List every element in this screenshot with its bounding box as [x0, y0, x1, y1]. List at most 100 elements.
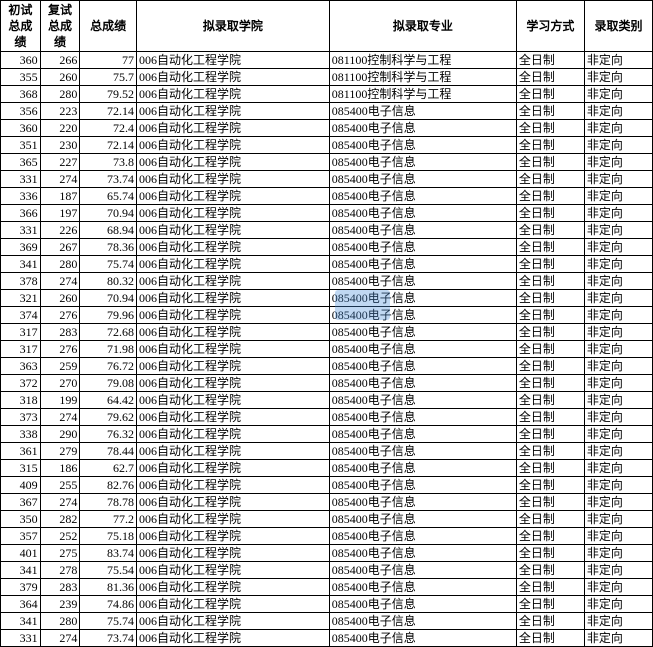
cell-retest-score: 197	[40, 205, 80, 222]
table-row: 32126070.94006自动化工程学院085400电子信息全日制非定向	[1, 290, 653, 307]
cell-total-score: 76.32	[80, 426, 137, 443]
cell-retest-score: 274	[40, 409, 80, 426]
cell-retest-score: 239	[40, 596, 80, 613]
cell-retest-score: 290	[40, 426, 80, 443]
cell-admit-type: 非定向	[584, 562, 652, 579]
cell-study-mode: 全日制	[516, 630, 584, 647]
cell-initial-score: 336	[1, 188, 41, 205]
table-header: 初试总成绩 复试总成绩 总成绩 拟录取学院 拟录取专业 学习方式 录取类别	[1, 1, 653, 52]
table-row: 31518662.7006自动化工程学院085400电子信息全日制非定向	[1, 460, 653, 477]
cell-major: 085400电子信息	[329, 409, 516, 426]
cell-retest-score: 274	[40, 171, 80, 188]
cell-total-score: 73.74	[80, 630, 137, 647]
cell-college: 006自动化工程学院	[137, 205, 330, 222]
table-row: 36423974.86006自动化工程学院085400电子信息全日制非定向	[1, 596, 653, 613]
cell-retest-score: 274	[40, 273, 80, 290]
cell-admit-type: 非定向	[584, 579, 652, 596]
cell-college: 006自动化工程学院	[137, 630, 330, 647]
cell-study-mode: 全日制	[516, 494, 584, 511]
cell-college: 006自动化工程学院	[137, 137, 330, 154]
cell-retest-score: 278	[40, 562, 80, 579]
header-study-mode: 学习方式	[516, 1, 584, 52]
cell-major: 085400电子信息	[329, 188, 516, 205]
table-row: 35028277.2006自动化工程学院085400电子信息全日制非定向	[1, 511, 653, 528]
cell-retest-score: 255	[40, 477, 80, 494]
cell-retest-score: 260	[40, 69, 80, 86]
table-row: 31728372.68006自动化工程学院085400电子信息全日制非定向	[1, 324, 653, 341]
cell-initial-score: 350	[1, 511, 41, 528]
cell-total-score: 78.44	[80, 443, 137, 460]
cell-college: 006自动化工程学院	[137, 307, 330, 324]
cell-study-mode: 全日制	[516, 222, 584, 239]
cell-admit-type: 非定向	[584, 409, 652, 426]
cell-admit-type: 非定向	[584, 596, 652, 613]
cell-retest-score: 226	[40, 222, 80, 239]
table-row: 34127875.54006自动化工程学院085400电子信息全日制非定向	[1, 562, 653, 579]
cell-college: 006自动化工程学院	[137, 222, 330, 239]
table-row: 37827480.32006自动化工程学院085400电子信息全日制非定向	[1, 273, 653, 290]
cell-admit-type: 非定向	[584, 69, 652, 86]
cell-initial-score: 355	[1, 69, 41, 86]
cell-total-score: 75.7	[80, 69, 137, 86]
cell-admit-type: 非定向	[584, 290, 652, 307]
table-row: 35123072.14006自动化工程学院085400电子信息全日制非定向	[1, 137, 653, 154]
cell-admit-type: 非定向	[584, 460, 652, 477]
cell-retest-score: 223	[40, 103, 80, 120]
cell-study-mode: 全日制	[516, 120, 584, 137]
cell-total-score: 78.78	[80, 494, 137, 511]
cell-major: 085400电子信息	[329, 273, 516, 290]
cell-major: 085400电子信息	[329, 528, 516, 545]
table-row: 37928381.36006自动化工程学院085400电子信息全日制非定向	[1, 579, 653, 596]
table-row: 35725275.18006自动化工程学院085400电子信息全日制非定向	[1, 528, 653, 545]
cell-total-score: 75.74	[80, 256, 137, 273]
cell-college: 006自动化工程学院	[137, 443, 330, 460]
cell-retest-score: 279	[40, 443, 80, 460]
cell-study-mode: 全日制	[516, 477, 584, 494]
cell-admit-type: 非定向	[584, 103, 652, 120]
table-row: 33618765.74006自动化工程学院085400电子信息全日制非定向	[1, 188, 653, 205]
cell-major: 085400电子信息	[329, 562, 516, 579]
cell-major: 085400电子信息	[329, 120, 516, 137]
table-row: 37427679.96006自动化工程学院085400电子信息全日制非定向	[1, 307, 653, 324]
cell-admit-type: 非定向	[584, 171, 652, 188]
cell-initial-score: 368	[1, 86, 41, 103]
header-retest-score: 复试总成绩	[40, 1, 80, 52]
cell-college: 006自动化工程学院	[137, 528, 330, 545]
cell-college: 006自动化工程学院	[137, 511, 330, 528]
cell-initial-score: 360	[1, 52, 41, 69]
cell-study-mode: 全日制	[516, 154, 584, 171]
cell-retest-score: 283	[40, 579, 80, 596]
cell-initial-score: 341	[1, 562, 41, 579]
cell-college: 006自动化工程学院	[137, 494, 330, 511]
cell-admit-type: 非定向	[584, 120, 652, 137]
cell-admit-type: 非定向	[584, 630, 652, 647]
cell-study-mode: 全日制	[516, 273, 584, 290]
cell-admit-type: 非定向	[584, 392, 652, 409]
cell-total-score: 79.96	[80, 307, 137, 324]
cell-major: 085400电子信息	[329, 443, 516, 460]
cell-initial-score: 363	[1, 358, 41, 375]
cell-initial-score: 369	[1, 239, 41, 256]
cell-retest-score: 187	[40, 188, 80, 205]
header-college: 拟录取学院	[137, 1, 330, 52]
cell-study-mode: 全日制	[516, 545, 584, 562]
cell-college: 006自动化工程学院	[137, 256, 330, 273]
cell-study-mode: 全日制	[516, 409, 584, 426]
cell-admit-type: 非定向	[584, 528, 652, 545]
cell-major: 085400电子信息	[329, 579, 516, 596]
cell-study-mode: 全日制	[516, 239, 584, 256]
cell-total-score: 79.62	[80, 409, 137, 426]
table-row: 34128075.74006自动化工程学院085400电子信息全日制非定向	[1, 256, 653, 273]
cell-total-score: 78.36	[80, 239, 137, 256]
cell-study-mode: 全日制	[516, 613, 584, 630]
cell-initial-score: 356	[1, 103, 41, 120]
cell-retest-score: 276	[40, 341, 80, 358]
cell-total-score: 72.14	[80, 103, 137, 120]
cell-college: 006自动化工程学院	[137, 409, 330, 426]
cell-college: 006自动化工程学院	[137, 103, 330, 120]
cell-admit-type: 非定向	[584, 494, 652, 511]
cell-initial-score: 317	[1, 324, 41, 341]
cell-college: 006自动化工程学院	[137, 290, 330, 307]
cell-initial-score: 372	[1, 375, 41, 392]
cell-retest-score: 274	[40, 630, 80, 647]
